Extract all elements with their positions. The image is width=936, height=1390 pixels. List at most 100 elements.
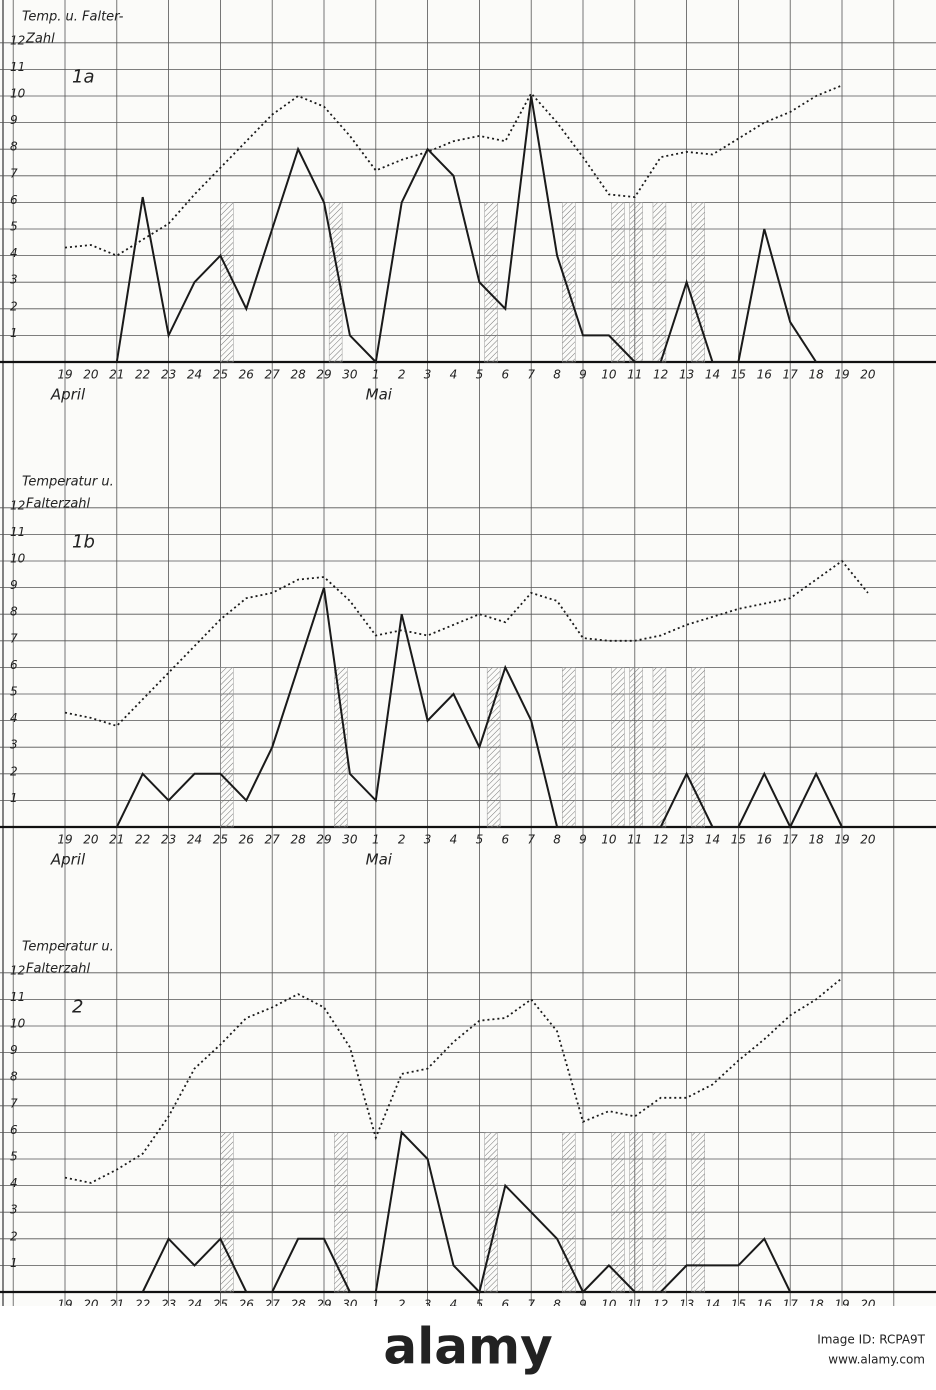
y-tick-label: 2: [10, 299, 18, 313]
y-axis-title: Temperatur u.: [22, 475, 114, 490]
x-tick-label: 19: [57, 833, 72, 847]
x-tick-label: 27: [265, 368, 281, 382]
y-tick-label: 10: [10, 87, 26, 101]
hatched-band: [334, 1132, 348, 1293]
x-tick-label: 13: [679, 368, 694, 382]
x-tick-label: 30: [342, 833, 358, 847]
hatched-band: [629, 1132, 643, 1293]
y-tick-label: 9: [10, 1043, 18, 1057]
y-axis-title: Temp. u. Falter-: [22, 10, 124, 25]
banner: [0, 1306, 936, 1390]
x-tick-label: 30: [342, 368, 358, 382]
image-id: Image ID: RCPA9T: [817, 1333, 925, 1347]
x-tick-label: 8: [553, 833, 561, 847]
y-tick-label: 7: [10, 1096, 18, 1110]
y-tick-label: 12: [10, 33, 25, 47]
x-tick-label: 10: [601, 833, 617, 847]
x-tick-label: 9: [579, 368, 587, 382]
hatched-band: [486, 667, 501, 828]
hatched-band: [484, 202, 498, 363]
x-tick-label: 25: [213, 368, 228, 382]
x-tick-label: 6: [501, 833, 509, 847]
panel-label: 1b: [72, 531, 95, 552]
x-tick-label: 20: [860, 833, 876, 847]
hatched-band: [484, 1132, 498, 1293]
x-tick-label: 16: [757, 368, 773, 382]
month-label: Mai: [366, 386, 393, 404]
y-axis-title: Zahl: [25, 32, 55, 47]
x-tick-label: 25: [213, 833, 228, 847]
y-tick-label: 8: [10, 605, 18, 619]
hatched-band: [562, 1132, 576, 1293]
y-tick-label: 11: [10, 60, 25, 74]
y-tick-label: 6: [10, 658, 18, 672]
x-tick-label: 1: [372, 1298, 380, 1312]
x-tick-label: 23: [161, 833, 176, 847]
y-tick-label: 8: [10, 1070, 18, 1084]
x-tick-label: 4: [450, 1298, 458, 1312]
y-axis-title: Temperatur u.: [22, 940, 114, 955]
x-tick-label: 9: [579, 833, 587, 847]
y-tick-label: 8: [10, 140, 18, 154]
y-tick-label: 12: [10, 498, 25, 512]
x-tick-label: 11: [627, 833, 642, 847]
hatched-band: [629, 202, 643, 363]
y-tick-label: 10: [10, 552, 26, 566]
y-tick-label: 5: [10, 1150, 18, 1164]
x-tick-label: 19: [57, 368, 72, 382]
y-tick-label: 11: [10, 990, 25, 1004]
x-tick-label: 5: [476, 1298, 484, 1312]
hatched-band: [629, 667, 643, 828]
x-tick-label: 29: [316, 368, 331, 382]
hatched-band: [611, 202, 625, 363]
x-tick-label: 1: [372, 833, 380, 847]
temperature-line: [64, 559, 869, 727]
count-line: [115, 587, 843, 830]
x-tick-label: 7: [527, 833, 535, 847]
y-axis-title: Falterzahl: [26, 962, 91, 977]
x-tick-label: 17: [783, 368, 799, 382]
url: www.alamy.com: [828, 1353, 925, 1367]
month-label: April: [50, 386, 86, 404]
x-tick-label: 2: [398, 368, 406, 382]
x-tick-label: 17: [783, 833, 799, 847]
x-tick-label: 19: [834, 368, 849, 382]
x-tick-label: 12: [653, 368, 668, 382]
y-tick-label: 3: [10, 273, 18, 287]
x-tick-label: 24: [187, 368, 202, 382]
y-tick-label: 1: [10, 791, 18, 805]
y-tick-label: 6: [10, 193, 18, 207]
x-tick-label: 15: [731, 368, 746, 382]
x-tick-label: 6: [501, 1298, 509, 1312]
y-tick-label: 6: [10, 1123, 18, 1137]
x-tick-label: 18: [808, 833, 824, 847]
x-tick-label: 21: [109, 833, 124, 847]
x-tick-label: 24: [187, 833, 202, 847]
y-tick-label: 9: [10, 578, 18, 592]
x-tick-label: 3: [424, 833, 432, 847]
count-line: [141, 1130, 792, 1294]
watermark-banner: alamy Image ID: RCPA9T www.alamy.com: [0, 1306, 936, 1390]
x-tick-label: 5: [476, 368, 484, 382]
hatched-band: [691, 1132, 705, 1293]
x-tick-label: 20: [83, 833, 99, 847]
x-tick-label: 20: [83, 368, 99, 382]
x-tick-label: 11: [627, 368, 642, 382]
y-tick-label: 1: [10, 1256, 18, 1270]
x-tick-label: 28: [290, 833, 306, 847]
x-tick-label: 13: [679, 833, 694, 847]
x-tick-label: 1: [372, 368, 380, 382]
y-tick-label: 5: [10, 220, 18, 234]
month-label: Mai: [366, 851, 393, 869]
panel-label: 1a: [72, 66, 94, 87]
y-tick-label: 12: [10, 963, 25, 977]
y-axis-title: Falterzahl: [26, 497, 91, 512]
y-tick-label: 4: [10, 711, 18, 725]
month-label: April: [50, 851, 86, 869]
hatched-band: [652, 667, 667, 828]
x-tick-label: 27: [265, 833, 281, 847]
x-tick-label: 16: [757, 833, 773, 847]
y-tick-label: 7: [10, 631, 18, 645]
x-tick-label: 28: [290, 368, 306, 382]
